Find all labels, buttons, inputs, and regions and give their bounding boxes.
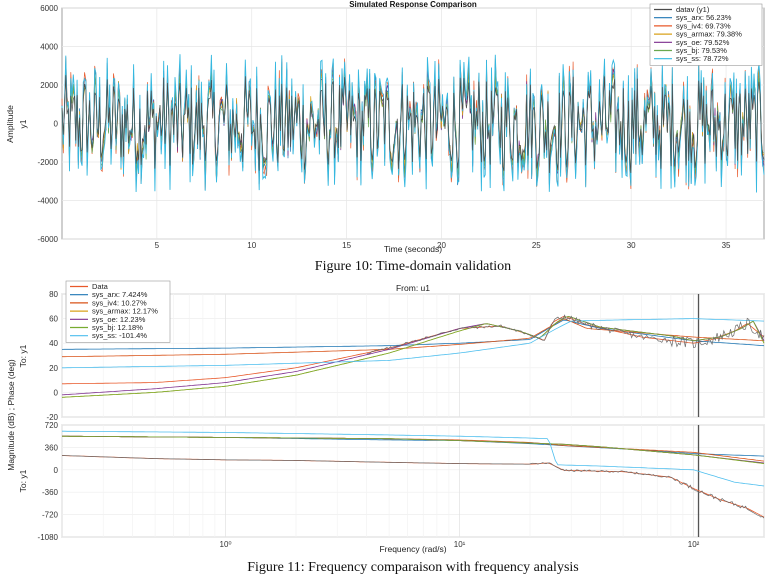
mag-tick-label: 80 (49, 290, 58, 299)
x-tick-label: 35 (722, 241, 731, 250)
legend-entry: sys_bj: 79.53% (676, 46, 727, 55)
phase-tick-label: -720 (42, 511, 59, 520)
y-tick-label: 4000 (40, 43, 58, 52)
time-domain-chart: -6000 -4000 -2000 0 2000 4000 6000 5 10 15 20 25 30 3… (5, 0, 765, 254)
y-tick-label: -2000 (38, 158, 59, 167)
x-tick-label: 20 (437, 241, 446, 250)
legend-entry: sys_iv4: 69.73% (676, 21, 731, 30)
phase-tick-label: 720 (45, 421, 59, 430)
phase-series-line-6 (62, 430, 765, 487)
y-axis-label: Magnitude (dB) ; Phase (deg) (6, 359, 16, 471)
phase-series-line-5 (62, 435, 765, 464)
mag-series-line-0 (62, 316, 765, 385)
legend-entry: sys_iv4: 10.27% (92, 298, 147, 307)
mag-series-line-6 (62, 318, 765, 369)
x-tick-label: 30 (627, 241, 636, 250)
mag-tick-label: 0 (54, 388, 59, 397)
mag-tick-label: -20 (46, 413, 58, 422)
mag-tick-label: 60 (49, 315, 58, 324)
x-tick-label: 10¹ (454, 540, 466, 549)
phase-tick-label: -1080 (38, 533, 59, 542)
x-tick-label: 10² (688, 540, 700, 549)
x-tick-label: 10⁰ (220, 540, 232, 549)
x-tick-label: 25 (532, 241, 541, 250)
legend-entry: sys_bj: 12.18% (92, 323, 143, 332)
x-tick-label: 5 (155, 241, 160, 250)
mag-tick-label: 20 (49, 364, 58, 373)
legend-entry: Data (92, 282, 109, 291)
legend-entry: datav (y1) (676, 5, 710, 14)
magnitude-output-label: To: y1 (18, 344, 28, 367)
phase-output-label: To: y1 (18, 469, 28, 492)
y-tick-label: -6000 (38, 235, 59, 244)
phase-tick-label: 360 (45, 443, 59, 452)
measured-phase-line (62, 455, 765, 519)
x-axis-label: Time (seconds) (384, 244, 442, 254)
phase-tick-label: 0 (54, 466, 59, 475)
magnitude-plot-area (61, 293, 765, 418)
mag-series-line-1 (61, 319, 765, 350)
legend-entry: sys_arx: 7.424% (92, 290, 148, 299)
y-axis-label: Amplitude (5, 105, 15, 143)
y-tick-label: 0 (54, 120, 59, 129)
phase-plot-area (61, 424, 765, 538)
y-tick-label: 2000 (40, 81, 58, 90)
mag-tick-label: 40 (49, 339, 58, 348)
x-tick-label: 15 (342, 241, 351, 250)
legend: datav (y1)sys_arx: 56.23%sys_iv4: 69.73%… (649, 3, 763, 66)
y-tick-label: -4000 (38, 197, 59, 206)
chart-subtitle: From: u1 (396, 283, 430, 293)
figure11-caption: Figure 11: Frequency comparaison with fr… (247, 560, 579, 575)
legend-entry: sys_oe: 79.52% (676, 38, 730, 47)
figure10-caption: Figure 10: Time-domain validation (315, 259, 511, 274)
legend-entry: sys_ss: -101.4% (92, 331, 147, 340)
x-tick-label: 10 (247, 241, 256, 250)
series-line-0 (61, 75, 765, 174)
legend-entry: sys_armax: 12.17% (92, 307, 158, 316)
legend-entry: sys_ss: 78.72% (676, 54, 729, 63)
y-tick-label: 6000 (40, 4, 58, 13)
phase-tick-label: -360 (42, 488, 59, 497)
x-axis-label: Frequency (rad/s) (379, 544, 446, 554)
y-axis-sublabel: y1 (18, 119, 28, 128)
measured-magnitude-line (366, 314, 765, 354)
legend-box (649, 3, 763, 66)
legend-entry: sys_armax: 79.38% (676, 30, 742, 39)
legend-entry: sys_arx: 56.23% (676, 13, 732, 22)
legend-entry: sys_oe: 12.23% (92, 315, 146, 324)
mag-series-line-5 (61, 316, 765, 398)
frequency-chart: From: u1 -20 0 20 40 60 80 -1080 -720 -360 0 360 72… (6, 280, 765, 554)
chart-title: Simulated Response Comparison (349, 0, 477, 9)
